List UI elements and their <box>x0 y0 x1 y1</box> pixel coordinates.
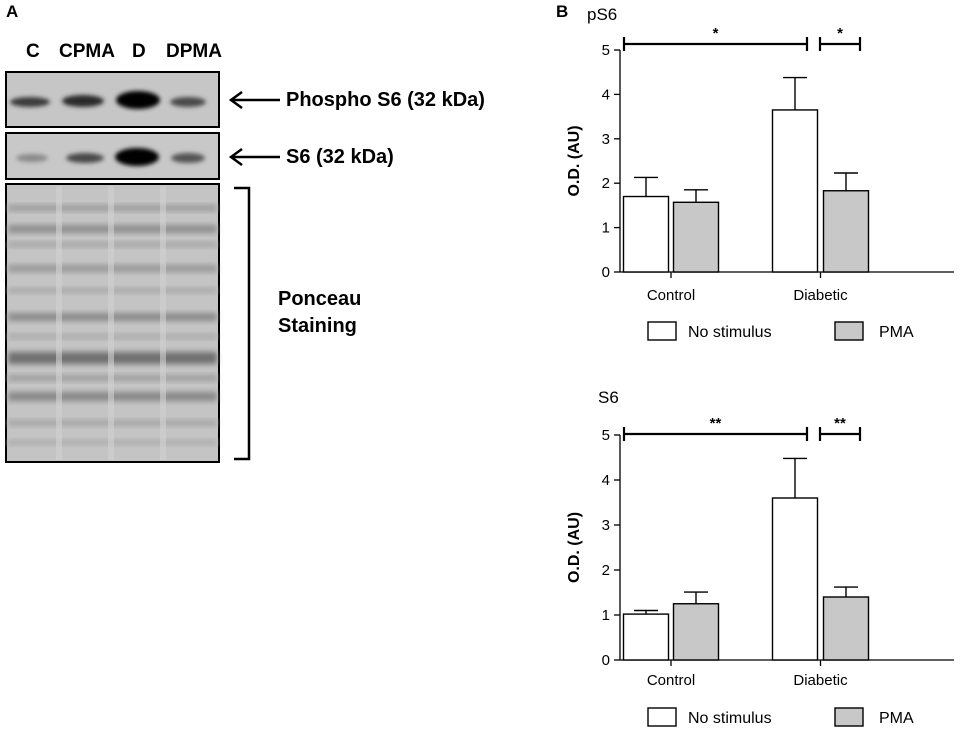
chart-title: pS6 <box>587 5 617 24</box>
x-tick-label: Control <box>647 287 695 304</box>
y-tick-label: 3 <box>602 131 610 148</box>
y-tick-label: 2 <box>602 175 610 192</box>
y-tick-label: 3 <box>602 517 610 534</box>
western-blot-image <box>5 71 280 463</box>
significance-label: ** <box>834 415 846 432</box>
arrow-icon <box>228 90 280 110</box>
bar-pma-control <box>672 603 720 661</box>
lane-label-c: C <box>26 41 40 62</box>
y-tick-label: 2 <box>602 562 610 579</box>
x-tick-label: Control <box>647 672 695 689</box>
bar-pma-diabetic <box>822 596 870 661</box>
ponceau-blot <box>5 183 220 463</box>
y-tick-label: 5 <box>602 427 610 444</box>
phospho-s6-label: Phospho S6 (32 kDa) <box>286 89 485 111</box>
y-axis-label: O.D. (AU) <box>566 125 583 196</box>
significance-label: * <box>837 25 843 42</box>
x-tick-label: Diabetic <box>793 672 848 689</box>
ps6-bar-chart: pS6 0 1 2 3 4 5 O.D. (AU) Control Diabetic * * No st… <box>566 5 954 341</box>
panel-a-letter: A <box>6 2 19 21</box>
s6-bar-chart: S6 0 1 2 3 4 5 O.D. (AU) Control Diabetic ** ** No s… <box>566 388 954 727</box>
bar-no-stimulus-diabetic <box>771 109 819 273</box>
bar-no-stimulus-diabetic <box>771 497 819 661</box>
ponceau-label-line2: Staining <box>278 315 357 337</box>
lane-label-dpma: DPMA <box>166 41 222 62</box>
x-tick-label: Diabetic <box>793 287 848 304</box>
legend-swatch-pma <box>834 707 864 727</box>
bar-no-stimulus-control <box>622 195 670 273</box>
y-tick-label: 1 <box>602 607 610 624</box>
legend-label-pma: PMA <box>879 710 914 727</box>
y-tick-label: 4 <box>602 472 610 489</box>
legend-swatch-pma <box>834 321 864 341</box>
bar-no-stimulus-control <box>622 613 670 661</box>
panel-b-letter: B <box>556 2 569 21</box>
s6-blot <box>5 132 220 180</box>
ponceau-label-line1: Ponceau <box>278 288 362 310</box>
chart-title: S6 <box>598 388 619 407</box>
significance-label: ** <box>710 415 722 432</box>
legend-swatch-no-stimulus <box>647 707 677 727</box>
legend-swatch-no-stimulus <box>647 321 677 341</box>
y-tick-label: 0 <box>602 652 610 669</box>
y-axis-label: O.D. (AU) <box>566 512 583 583</box>
arrow-icon <box>228 147 280 167</box>
phospho-s6-blot <box>5 71 220 128</box>
y-tick-label: 5 <box>602 42 610 59</box>
y-tick-label: 0 <box>602 264 610 281</box>
y-tick-label: 1 <box>602 220 610 237</box>
legend-label-no-stimulus: No stimulus <box>688 710 772 727</box>
y-tick-label: 4 <box>602 86 610 103</box>
significance-label: * <box>713 25 719 42</box>
s6-label: S6 (32 kDa) <box>286 146 394 168</box>
lane-label-cpma: CPMA <box>59 41 115 62</box>
legend-label-pma: PMA <box>879 324 914 341</box>
legend-label-no-stimulus: No stimulus <box>688 324 772 341</box>
lane-label-d: D <box>132 41 146 62</box>
bar-pma-control <box>672 201 720 273</box>
ponceau-bracket <box>234 186 251 461</box>
bar-pma-diabetic <box>822 190 870 273</box>
